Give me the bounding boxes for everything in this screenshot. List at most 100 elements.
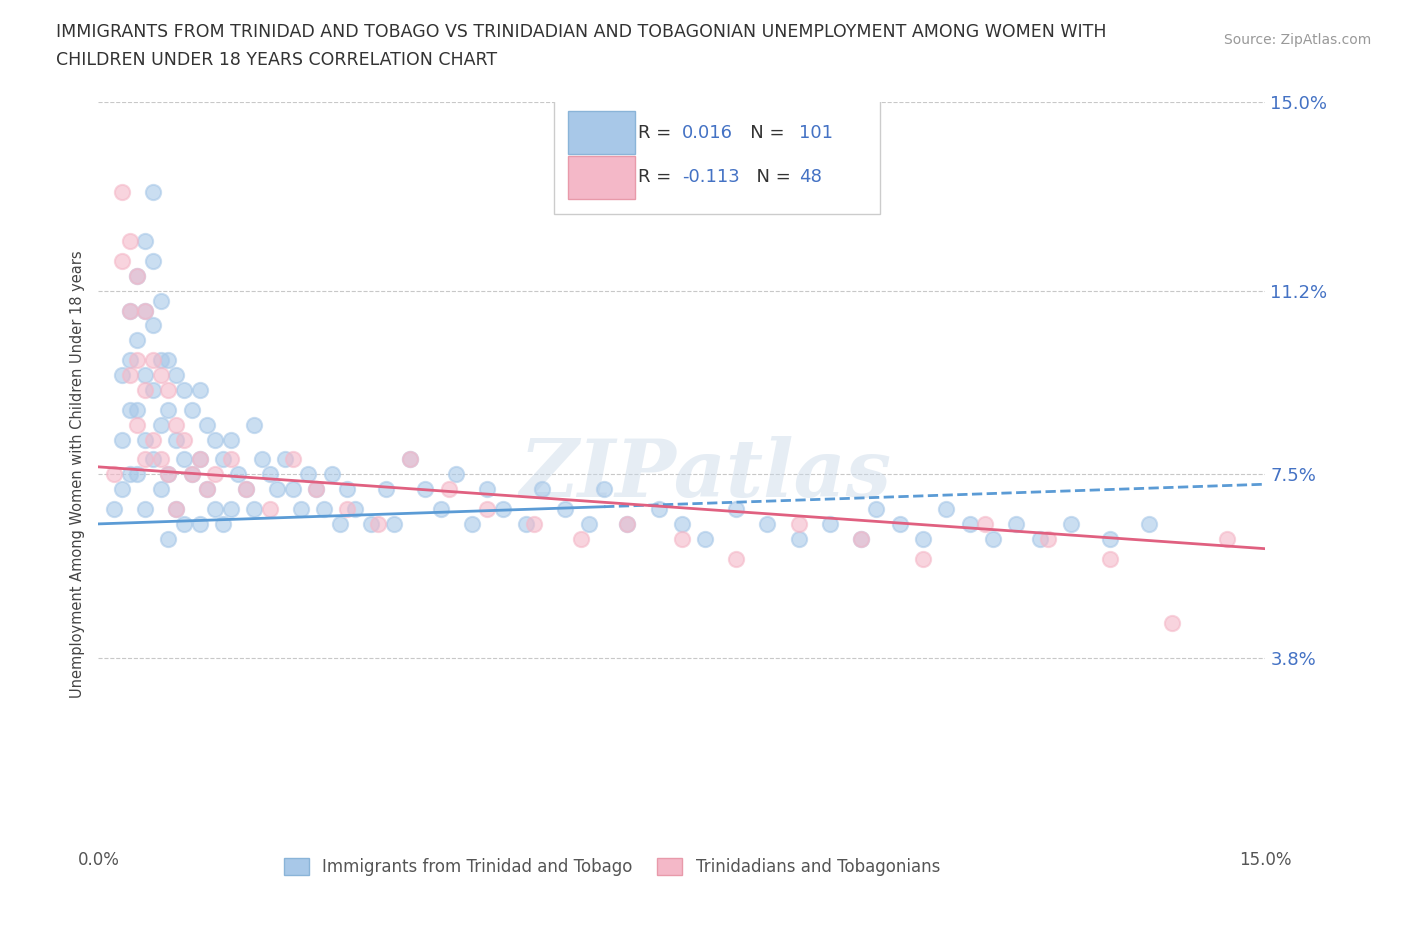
Point (865, 501, 887, 516)
Point (188, 382, 211, 397)
Text: Source: ZipAtlas.com: Source: ZipAtlas.com (1223, 33, 1371, 46)
FancyBboxPatch shape (568, 156, 636, 199)
Point (188, 452, 211, 467)
Point (569, 531, 592, 546)
Point (180, 467, 202, 482)
Point (889, 516, 911, 531)
Point (127, 403, 149, 418)
Point (157, 352, 180, 367)
Point (127, 269, 149, 284)
Point (195, 418, 218, 432)
Point (204, 501, 226, 516)
Point (111, 367, 134, 382)
Point (849, 531, 872, 546)
Y-axis label: Unemployment Among Women with Children Under 18 years: Unemployment Among Women with Children U… (69, 250, 84, 698)
Text: CHILDREN UNDER 18 YEARS CORRELATION CHART: CHILDREN UNDER 18 YEARS CORRELATION CHAR… (56, 51, 498, 69)
Point (149, 418, 172, 432)
Point (461, 516, 484, 531)
Point (259, 501, 281, 516)
Point (281, 482, 304, 497)
Point (398, 452, 420, 467)
Legend: Immigrants from Trinidad and Tobago, Trinidadians and Tobagonians: Immigrants from Trinidad and Tobago, Tri… (277, 851, 946, 883)
Point (1060, 516, 1083, 531)
Text: 48: 48 (799, 168, 821, 186)
Point (235, 482, 257, 497)
Point (912, 531, 935, 546)
Point (243, 501, 266, 516)
Point (477, 501, 499, 516)
Point (118, 352, 141, 367)
Text: IMMIGRANTS FROM TRINIDAD AND TOBAGO VS TRINIDADIAN AND TOBAGONIAN UNEMPLOYMENT A: IMMIGRANTS FROM TRINIDAD AND TOBAGO VS T… (56, 23, 1107, 41)
Point (219, 432, 242, 447)
Point (157, 403, 180, 418)
Point (243, 418, 266, 432)
Point (616, 516, 638, 531)
Point (671, 516, 693, 531)
Point (849, 531, 872, 546)
Point (188, 516, 211, 531)
Point (111, 254, 134, 269)
Point (173, 382, 195, 397)
Point (235, 482, 257, 497)
Point (111, 432, 134, 447)
Point (127, 333, 149, 348)
Point (134, 452, 156, 467)
Point (974, 516, 997, 531)
Point (290, 501, 312, 516)
Point (530, 482, 553, 497)
Point (756, 516, 779, 531)
Point (477, 482, 499, 497)
Point (142, 184, 165, 199)
Point (142, 352, 165, 367)
Point (165, 418, 187, 432)
Point (1098, 551, 1121, 566)
Point (297, 467, 319, 482)
Point (142, 432, 165, 447)
Point (173, 452, 195, 467)
Point (250, 452, 273, 467)
Point (1036, 531, 1059, 546)
Point (329, 516, 352, 531)
Point (523, 516, 546, 531)
Point (367, 516, 389, 531)
Point (157, 467, 180, 482)
Point (204, 467, 226, 482)
Point (118, 233, 141, 248)
Point (725, 501, 748, 516)
Point (228, 467, 250, 482)
Point (180, 467, 202, 482)
Point (554, 501, 576, 516)
Point (1137, 516, 1160, 531)
Point (111, 482, 134, 497)
Point (142, 254, 165, 269)
Point (1161, 616, 1184, 631)
Text: N =: N = (734, 124, 790, 141)
Point (616, 516, 638, 531)
Point (413, 482, 436, 497)
Point (336, 501, 359, 516)
Point (1029, 531, 1052, 546)
Point (1215, 531, 1237, 546)
Point (212, 516, 235, 531)
Point (103, 501, 125, 516)
Text: N =: N = (745, 168, 796, 186)
Text: R =: R = (637, 168, 676, 186)
Point (336, 482, 359, 497)
Point (935, 501, 957, 516)
Point (180, 403, 202, 418)
Point (165, 367, 187, 382)
Point (134, 367, 156, 382)
Text: 0.016: 0.016 (682, 124, 733, 141)
Text: R =: R = (637, 124, 676, 141)
Point (134, 432, 156, 447)
Point (578, 516, 600, 531)
Point (344, 501, 367, 516)
Point (321, 467, 343, 482)
Point (492, 501, 515, 516)
Text: 101: 101 (799, 124, 832, 141)
Point (787, 516, 810, 531)
Point (149, 367, 172, 382)
Point (142, 452, 165, 467)
Point (1005, 516, 1028, 531)
Point (981, 531, 1004, 546)
